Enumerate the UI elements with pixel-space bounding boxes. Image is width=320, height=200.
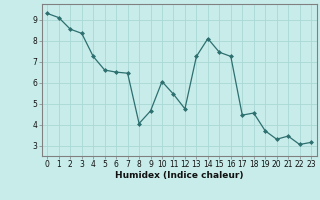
X-axis label: Humidex (Indice chaleur): Humidex (Indice chaleur) [115,171,244,180]
